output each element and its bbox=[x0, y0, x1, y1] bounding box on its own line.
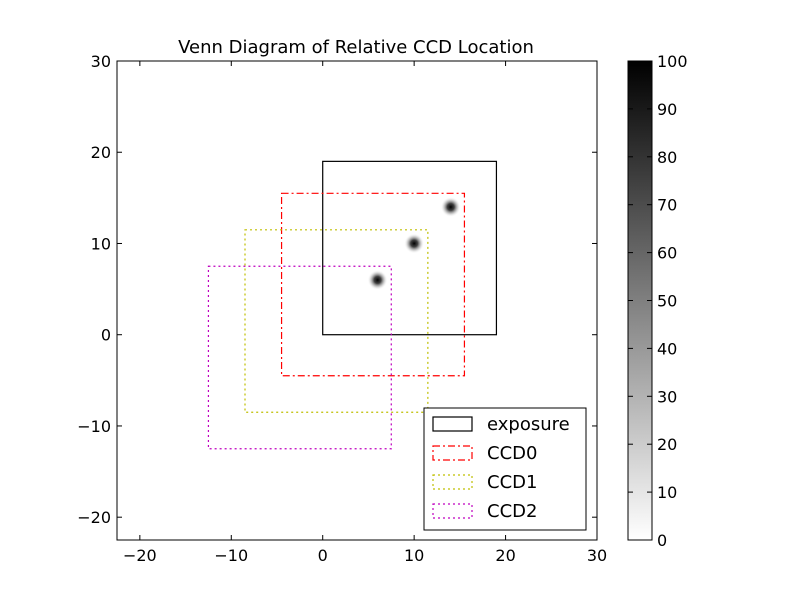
y-tick-label: 30 bbox=[91, 52, 111, 71]
legend-label-ccd1: CCD1 bbox=[487, 472, 537, 493]
x-tick-label: 20 bbox=[495, 546, 515, 565]
colorbar-tick-label: 40 bbox=[657, 339, 677, 358]
legend-swatch-ccd2 bbox=[432, 503, 473, 519]
source-2 bbox=[404, 233, 425, 254]
legend-swatch-ccd0 bbox=[432, 445, 473, 461]
colorbar-tick-label: 60 bbox=[657, 244, 677, 263]
source-3 bbox=[440, 196, 461, 217]
axes-frame bbox=[116, 60, 598, 541]
rect-exposure bbox=[322, 160, 498, 336]
rect-ccd1 bbox=[244, 229, 429, 413]
y-tick-label: −10 bbox=[77, 417, 111, 436]
x-tick-label: −20 bbox=[123, 546, 157, 565]
colorbar-tick-label: 90 bbox=[657, 100, 677, 119]
legend: exposure CCD0 CCD1 CCD2 bbox=[423, 407, 587, 531]
colorbar-tick-label: 30 bbox=[657, 387, 677, 406]
legend-box bbox=[423, 407, 587, 531]
legend-swatch-exposure bbox=[432, 416, 473, 432]
y-tick-label: 10 bbox=[91, 234, 111, 253]
x-tick-label: 0 bbox=[318, 546, 328, 565]
colorbar-tick-label: 0 bbox=[657, 531, 667, 550]
colorbar-tick-label: 100 bbox=[657, 52, 688, 71]
colorbar-tick-label: 50 bbox=[657, 292, 677, 311]
x-tick-label: −10 bbox=[214, 546, 248, 565]
x-tick-label: 10 bbox=[404, 546, 424, 565]
rect-ccd2 bbox=[207, 265, 392, 450]
plot-area: −20 −10 0 10 20 30 −20 −10 0 10 20 30 bbox=[77, 52, 607, 565]
source-1 bbox=[367, 269, 388, 290]
colorbar-tick-label: 10 bbox=[657, 483, 677, 502]
colorbar-tick-label: 70 bbox=[657, 196, 677, 215]
colorbar: 0 10 20 30 40 50 60 70 80 90 100 bbox=[627, 52, 688, 550]
colorbar-tick-label: 80 bbox=[657, 148, 677, 167]
colorbar-tick-label: 20 bbox=[657, 435, 677, 454]
y-tick-label: 20 bbox=[91, 143, 111, 162]
y-tick-label: −20 bbox=[77, 508, 111, 527]
legend-label-ccd2: CCD2 bbox=[487, 501, 537, 522]
legend-swatch-ccd1 bbox=[432, 474, 473, 490]
rect-ccd0 bbox=[280, 192, 466, 377]
x-tick-label: 30 bbox=[587, 546, 607, 565]
y-tick-label: 0 bbox=[101, 326, 111, 345]
legend-label-exposure: exposure bbox=[487, 414, 570, 435]
legend-label-ccd0: CCD0 bbox=[487, 443, 537, 464]
chart-title: Venn Diagram of Relative CCD Location bbox=[178, 37, 534, 58]
